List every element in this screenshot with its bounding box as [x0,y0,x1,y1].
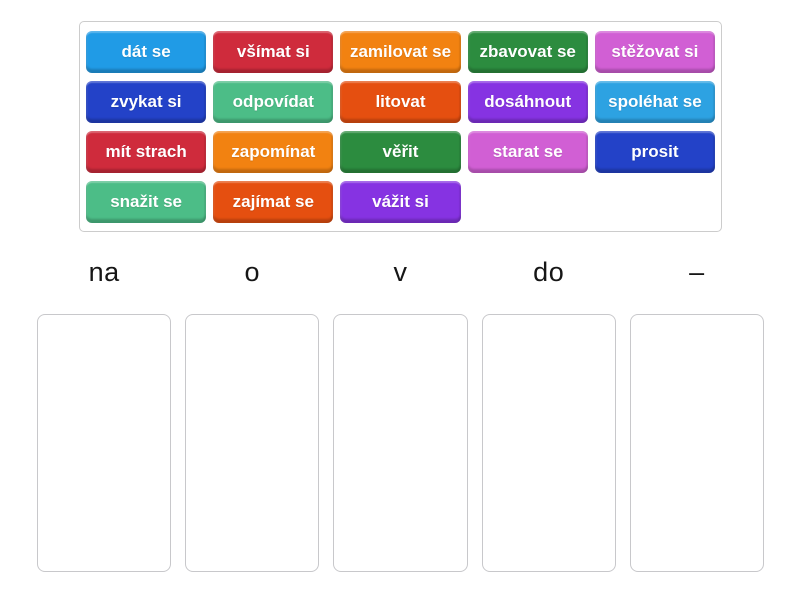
word-chip[interactable]: dát se [86,31,207,73]
group-label: – [689,256,705,287]
word-chip[interactable]: všímat si [213,31,334,73]
drop-zone[interactable] [333,314,468,572]
word-chip[interactable]: zapomínat [213,131,334,173]
drop-zones-row [37,314,764,572]
drop-zone[interactable] [629,314,764,572]
word-chip[interactable]: zamilovat se [340,31,461,73]
word-chip[interactable]: věřit [340,131,461,173]
word-bank: dát se všímat si zamilovat se zbavovat se st… [79,21,722,232]
word-chip[interactable]: zvykat si [86,81,207,123]
word-chip[interactable]: spoléhat se [594,81,715,123]
word-chip[interactable]: zbavovat se [467,31,588,73]
drop-zone[interactable] [481,314,616,572]
word-chip[interactable]: mít strach [86,131,207,173]
word-chip[interactable]: vážit si [340,181,461,223]
word-chip[interactable]: odpovídat [213,81,334,123]
group-label: do [533,256,565,287]
group-labels-row: na o v do – [37,250,764,294]
word-chip[interactable]: prosit [594,131,715,173]
word-chip[interactable]: snažit se [86,181,207,223]
word-chip[interactable]: starat se [467,131,588,173]
group-label: na [88,256,120,287]
word-chip[interactable]: stěžovat si [594,31,715,73]
drop-zone[interactable] [185,314,320,572]
word-chip[interactable]: dosáhnout [467,81,588,123]
word-chip[interactable]: litovat [340,81,461,123]
group-label: v [393,256,408,287]
word-chip[interactable]: zajímat se [213,181,334,223]
group-label: o [244,256,261,287]
drop-zone[interactable] [37,314,172,572]
